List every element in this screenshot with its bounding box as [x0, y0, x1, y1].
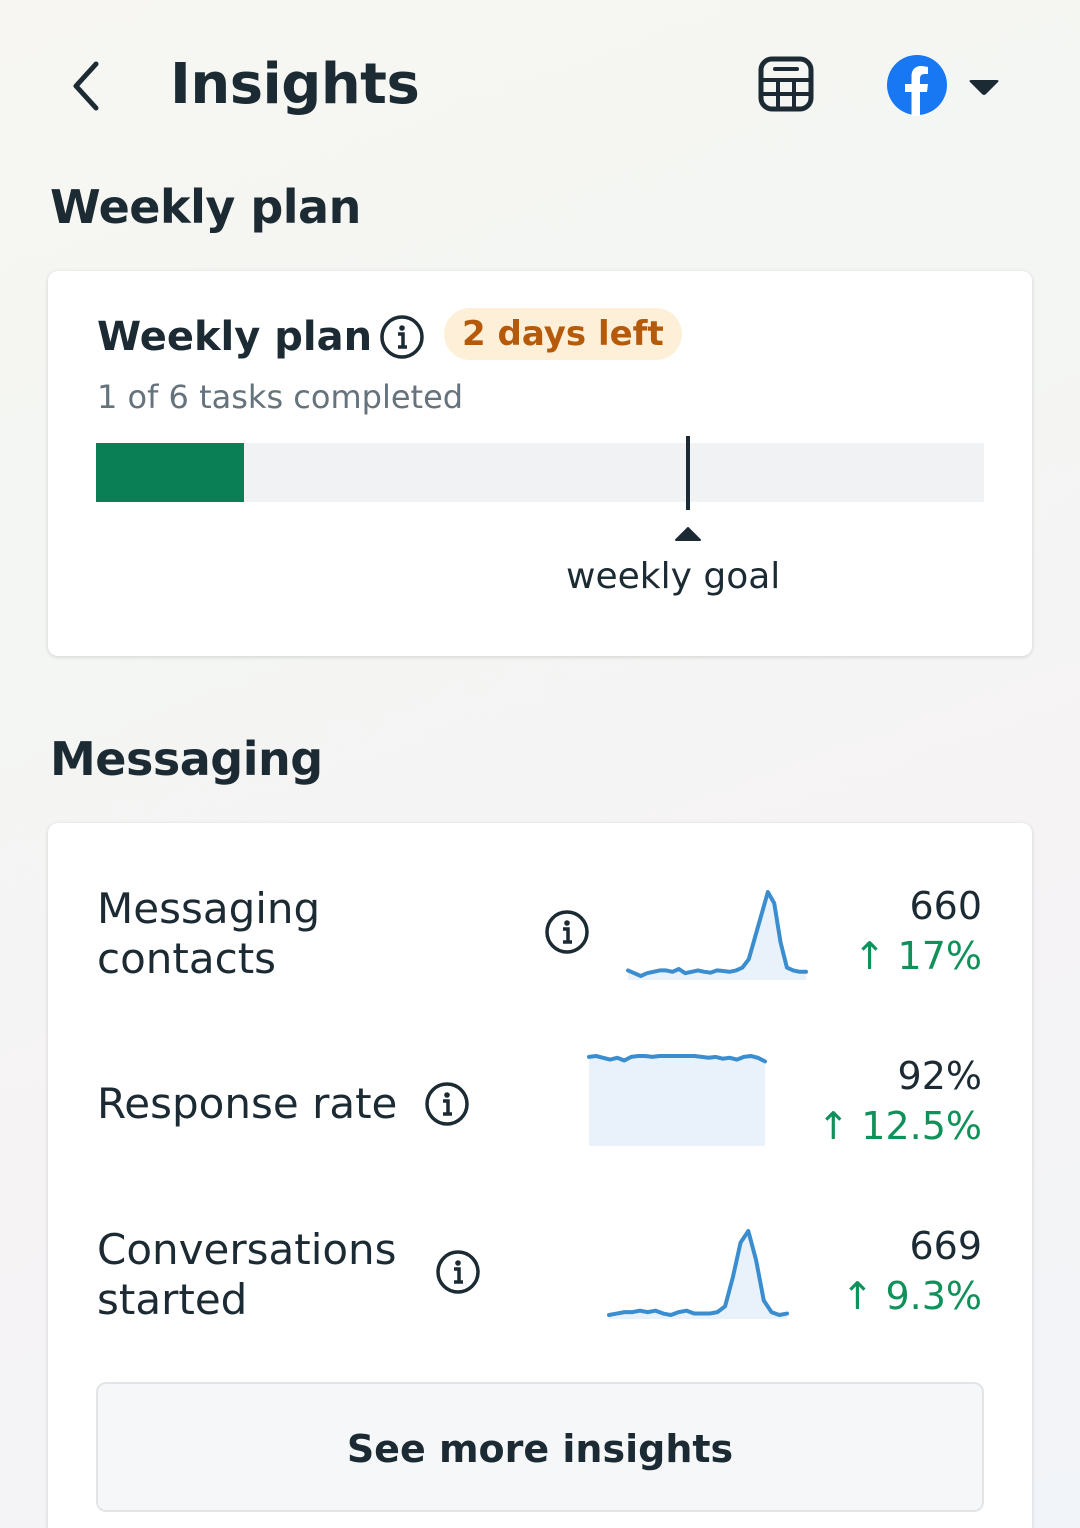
arrow-up-icon: ↑ — [817, 1104, 862, 1148]
response-rate-sparkline — [587, 1054, 767, 1146]
chevron-left-icon — [73, 61, 99, 111]
goal-pointer-icon — [675, 527, 701, 541]
conversations-started-sparkline — [607, 1229, 789, 1319]
metric-change: ↑ 9.3% — [841, 1274, 982, 1318]
metric-label: Conversations started — [97, 1225, 397, 1324]
progress-fill — [96, 443, 244, 502]
metric-label: Messaging contacts — [97, 884, 321, 983]
messaging-contacts-sparkline — [626, 890, 808, 980]
facebook-icon — [887, 55, 947, 116]
info-icon[interactable] — [544, 909, 590, 955]
arrow-up-icon: ↑ — [841, 1274, 886, 1318]
sparkline-line — [607, 1229, 789, 1317]
info-icon[interactable] — [435, 1249, 481, 1295]
metric-value: 669 — [909, 1224, 982, 1268]
weekly-progress-bar — [96, 443, 984, 502]
account-dropdown[interactable] — [968, 78, 1000, 98]
sparkline-area — [609, 1231, 787, 1319]
weekly-plan-title: Weekly plan — [97, 314, 373, 360]
sparkline-area — [628, 892, 806, 980]
metric-label: Response rate — [97, 1079, 398, 1128]
account-switcher[interactable] — [886, 54, 948, 116]
days-left-badge: 2 days left — [444, 308, 682, 360]
caret-down-icon — [969, 80, 999, 95]
metric-change: ↑ 17% — [853, 934, 982, 978]
weekly-plan-heading: Weekly plan — [50, 180, 361, 234]
sparkline-area — [589, 1056, 765, 1146]
sparkline-line — [626, 890, 808, 978]
info-icon[interactable] — [379, 314, 425, 360]
weekly-goal-label: weekly goal — [566, 556, 781, 597]
goal-marker — [686, 436, 690, 510]
see-more-insights-button[interactable]: See more insights — [96, 1382, 984, 1512]
arrow-up-icon: ↑ — [853, 934, 898, 978]
info-icon[interactable] — [424, 1081, 470, 1127]
metric-change: ↑ 12.5% — [817, 1104, 982, 1148]
messaging-heading: Messaging — [50, 732, 323, 786]
tasks-completed-text: 1 of 6 tasks completed — [97, 378, 464, 416]
page-title: Insights — [170, 52, 420, 117]
metric-value: 92% — [897, 1054, 982, 1098]
calendar-button[interactable] — [758, 56, 814, 112]
back-button[interactable] — [66, 58, 110, 114]
calendar-icon — [758, 56, 814, 112]
sparkline-line — [587, 1054, 767, 1064]
metric-value: 660 — [909, 884, 982, 928]
